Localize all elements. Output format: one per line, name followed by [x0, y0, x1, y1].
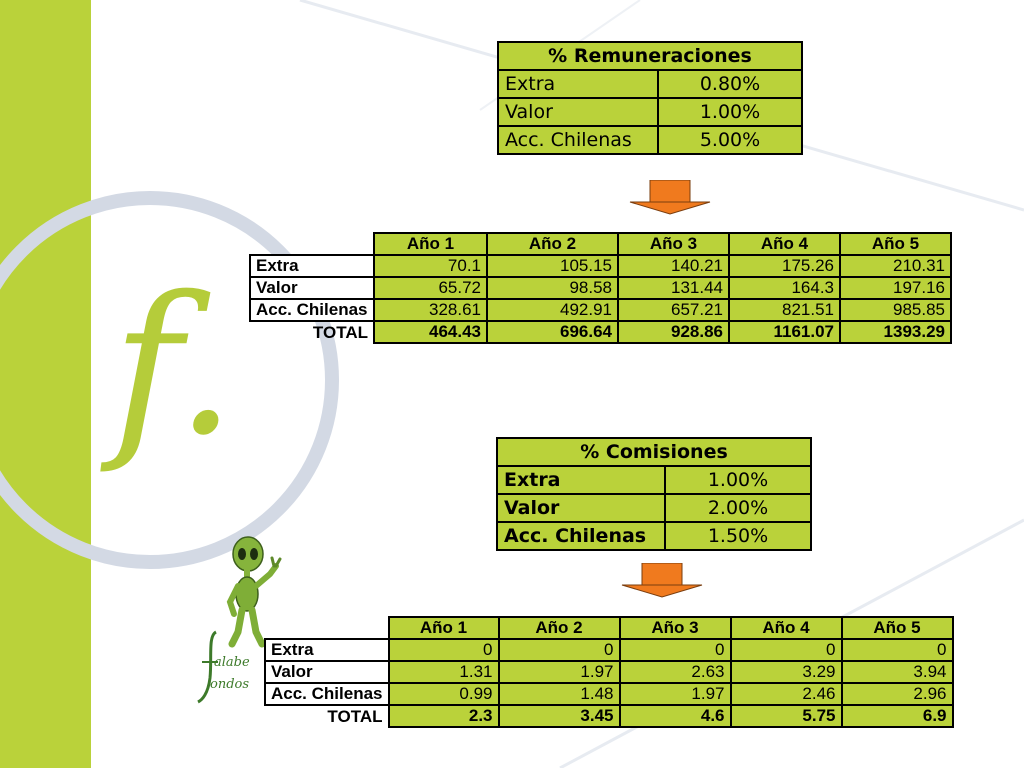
total-cell: 1161.07	[728, 320, 841, 344]
table-cell: 1.48	[497, 682, 621, 706]
table-cell: 0	[618, 638, 732, 662]
year-header: Año 5	[839, 232, 952, 256]
table-row: Acc. Chilenas 328.61 492.91 657.21 821.5…	[249, 298, 952, 322]
rate-value: 0.80%	[657, 69, 803, 99]
rate-value: 1.50%	[664, 521, 812, 551]
total-cell: 4.6	[618, 704, 732, 728]
total-cell: 464.43	[373, 320, 488, 344]
rate-label: Extra	[496, 465, 666, 495]
table-cell: 105.15	[486, 254, 619, 278]
table-cell: 492.91	[486, 298, 619, 322]
brand-logo-line1: alabe	[214, 655, 250, 670]
year-header: Año 2	[486, 232, 619, 256]
table-cell: 98.58	[486, 276, 619, 300]
total-cell: 6.9	[840, 704, 954, 728]
table-cell: 70.1	[373, 254, 488, 278]
comisiones-yearly-table: Año 1 Año 2 Año 3 Año 4 Año 5 Extra 0 0 …	[264, 616, 954, 728]
row-label: Acc. Chilenas	[264, 682, 390, 706]
table-cell: 0	[387, 638, 500, 662]
brand-logo-line2: ondos	[210, 677, 250, 692]
table-row: Acc. Chilenas 0.99 1.48 1.97 2.46 2.96	[264, 682, 954, 706]
rate-label: Acc. Chilenas	[497, 125, 659, 155]
table-cell: 3.29	[729, 660, 843, 684]
rate-value: 1.00%	[664, 465, 812, 495]
table-header-row: Año 1 Año 2 Año 3 Año 4 Año 5	[250, 232, 952, 256]
year-header: Año 2	[497, 616, 621, 640]
year-header: Año 3	[617, 232, 730, 256]
table-cell: 2.46	[729, 682, 843, 706]
table-cell: 1.97	[618, 682, 732, 706]
comisiones-title: % Comisiones	[496, 437, 812, 467]
row-label: Extra	[249, 254, 375, 278]
table-cell: 65.72	[373, 276, 488, 300]
down-arrow-icon	[629, 180, 711, 215]
row-label: Extra	[264, 638, 390, 662]
table-cell: 2.63	[618, 660, 732, 684]
table-row: Extra 70.1 105.15 140.21 175.26 210.31	[249, 254, 952, 278]
total-row: TOTAL 464.43 696.64 928.86 1161.07 1393.…	[250, 320, 952, 344]
remuneraciones-rates-table: % Remuneraciones Extra 0.80% Valor 1.00%…	[497, 41, 803, 155]
brand-f-logo: f.	[112, 256, 236, 477]
table-cell: 0.99	[387, 682, 500, 706]
alien-mascot-icon	[226, 536, 282, 648]
total-cell: 1393.29	[839, 320, 952, 344]
table-cell: 131.44	[617, 276, 730, 300]
year-header: Año 1	[387, 616, 500, 640]
table-cell: 0	[840, 638, 954, 662]
total-cell: 928.86	[617, 320, 730, 344]
year-header: Año 5	[840, 616, 954, 640]
table-cell: 1.97	[497, 660, 621, 684]
falabella-logo-icon: alabe ondos	[196, 628, 262, 704]
table-row: Extra 0 0 0 0 0	[264, 638, 954, 662]
table-cell: 175.26	[728, 254, 841, 278]
year-header: Año 4	[729, 616, 843, 640]
remuneraciones-yearly-table: Año 1 Año 2 Año 3 Año 4 Año 5 Extra 70.1…	[249, 232, 952, 344]
side-accent-bar	[0, 0, 91, 768]
table-cell: 210.31	[839, 254, 952, 278]
remuneraciones-title: % Remuneraciones	[497, 41, 803, 71]
row-label: Valor	[264, 660, 390, 684]
table-cell: 164.3	[728, 276, 841, 300]
table-cell: 985.85	[839, 298, 952, 322]
table-cell: 2.96	[840, 682, 954, 706]
rate-value: 1.00%	[657, 97, 803, 127]
row-label: Acc. Chilenas	[249, 298, 375, 322]
rate-label: Valor	[497, 97, 659, 127]
year-header: Año 1	[373, 232, 488, 256]
comisiones-rates-table: % Comisiones Extra 1.00% Valor 2.00% Acc…	[496, 437, 812, 551]
table-row: Valor 1.31 1.97 2.63 3.29 3.94	[264, 660, 954, 684]
down-arrow-icon	[621, 563, 703, 598]
table-header-row: Año 1 Año 2 Año 3 Año 4 Año 5	[265, 616, 954, 640]
year-header: Año 3	[618, 616, 732, 640]
rate-label: Valor	[496, 493, 666, 523]
year-header: Año 4	[728, 232, 841, 256]
total-cell: 3.45	[497, 704, 621, 728]
table-row: Valor 65.72 98.58 131.44 164.3 197.16	[249, 276, 952, 300]
row-label: Valor	[249, 276, 375, 300]
total-row: TOTAL 2.3 3.45 4.6 5.75 6.9	[265, 704, 954, 728]
table-cell: 821.51	[728, 298, 841, 322]
table-cell: 0	[729, 638, 843, 662]
rate-value: 5.00%	[657, 125, 803, 155]
table-cell: 3.94	[840, 660, 954, 684]
rate-label: Acc. Chilenas	[496, 521, 666, 551]
total-cell: 2.3	[387, 704, 500, 728]
table-cell: 0	[497, 638, 621, 662]
table-cell: 140.21	[617, 254, 730, 278]
table-cell: 197.16	[839, 276, 952, 300]
total-cell: 696.64	[486, 320, 619, 344]
table-cell: 1.31	[387, 660, 500, 684]
rate-value: 2.00%	[664, 493, 812, 523]
total-label: TOTAL	[250, 321, 375, 343]
table-cell: 657.21	[617, 298, 730, 322]
table-cell: 328.61	[373, 298, 488, 322]
rate-label: Extra	[497, 69, 659, 99]
total-label: TOTAL	[265, 705, 390, 727]
total-cell: 5.75	[729, 704, 843, 728]
